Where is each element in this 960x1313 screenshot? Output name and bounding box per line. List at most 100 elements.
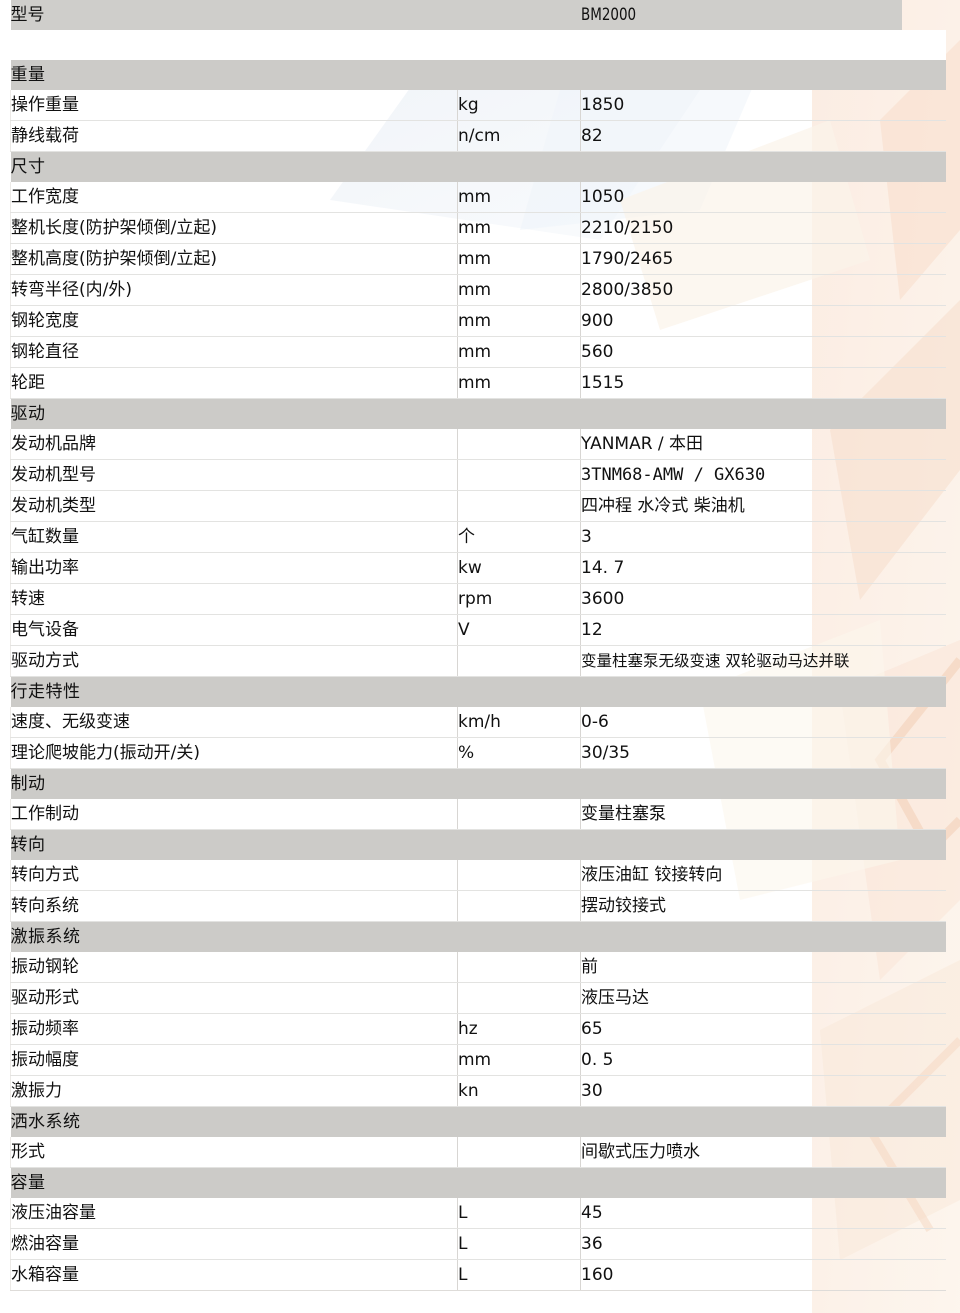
spec-name: 电气设备 (10, 614, 458, 646)
spec-row: 钢轮直径 mm 560 (10, 336, 946, 368)
spec-value: 1850 (580, 90, 946, 121)
spec-value: 3TNM68-AMW / GX630 (580, 459, 946, 491)
spec-name: 形式 (10, 1137, 458, 1168)
section-header-brake: 制动 (10, 768, 946, 799)
spec-value: 四冲程 水冷式 柴油机 (580, 490, 946, 522)
spec-value: 14. 7 (580, 552, 946, 584)
spec-unit: kn (457, 1075, 581, 1107)
spec-unit: kw (457, 552, 581, 584)
section-title-sprinkler: 洒水系统 (10, 1106, 458, 1137)
spec-value: 12 (580, 614, 946, 646)
spec-unit: mm (457, 367, 581, 399)
spec-value: 82 (580, 120, 946, 152)
section-title-steering: 转向 (10, 829, 458, 860)
spec-unit: km/h (457, 707, 581, 738)
section-value-cell-dimensions (580, 151, 946, 182)
section-header-capacity: 容量 (10, 1167, 946, 1198)
section-value-cell-vibration (580, 921, 946, 952)
spec-row: 振动频率 hz 65 (10, 1013, 946, 1045)
spec-name: 转向系统 (10, 890, 458, 922)
spec-unit (457, 982, 581, 1014)
spec-name: 速度、无级变速 (10, 707, 458, 738)
section-header-steering: 转向 (10, 829, 946, 860)
spec-unit: % (457, 737, 581, 769)
spec-unit: 个 (457, 521, 581, 553)
spec-unit: mm (457, 336, 581, 368)
section-header-dimensions: 尺寸 (10, 151, 946, 182)
section-unit-cell-sprinkler (457, 1106, 581, 1137)
spec-value: 0. 5 (580, 1044, 946, 1076)
section-value-cell-travel (580, 676, 946, 707)
spec-name: 发动机类型 (10, 490, 458, 522)
spec-row: 发动机类型 四冲程 水冷式 柴油机 (10, 490, 946, 522)
section-unit-cell-travel (457, 676, 581, 707)
section-title-weight: 重量 (10, 60, 458, 90)
spec-row: 形式 间歇式压力喷水 (10, 1137, 946, 1168)
section-value-cell-steering (580, 829, 946, 860)
spec-name: 整机高度(防护架倾倒/立起) (10, 243, 458, 275)
spec-value: 30 (580, 1075, 946, 1107)
spec-unit (457, 890, 581, 922)
spec-value: 液压马达 (580, 982, 946, 1014)
spec-row: 速度、无级变速 km/h 0-6 (10, 707, 946, 738)
spec-unit: L (457, 1198, 581, 1229)
spec-value: 30/35 (580, 737, 946, 769)
spec-row: 工作宽度 mm 1050 (10, 182, 946, 213)
spec-unit: kg (457, 90, 581, 121)
spec-value: 变量柱塞泵无级变速 双轮驱动马达并联 (580, 645, 946, 677)
spec-name: 激振力 (10, 1075, 458, 1107)
section-title-drive: 驱动 (10, 398, 458, 429)
spec-name: 驱动形式 (10, 982, 458, 1014)
section-header-travel: 行走特性 (10, 676, 946, 707)
spec-unit: L (457, 1228, 581, 1260)
spec-row: 转弯半径(内/外) mm 2800/3850 (10, 274, 946, 306)
spec-unit: mm (457, 182, 581, 213)
model-unit-cell (457, 0, 581, 30)
spec-value: 45 (580, 1198, 946, 1229)
spec-name: 静线载荷 (10, 120, 458, 152)
spec-value: 摆动铰接式 (580, 890, 946, 922)
model-label: 型号 (10, 0, 458, 30)
spec-row: 整机长度(防护架倾倒/立起) mm 2210/2150 (10, 212, 946, 244)
header-spacer (10, 30, 946, 60)
spec-unit (457, 952, 581, 983)
spec-name: 操作重量 (10, 90, 458, 121)
spec-name: 输出功率 (10, 552, 458, 584)
section-title-dimensions: 尺寸 (10, 151, 458, 182)
spec-unit (457, 860, 581, 891)
spec-row: 转速 rpm 3600 (10, 583, 946, 615)
spec-row: 轮距 mm 1515 (10, 367, 946, 399)
spec-row: 驱动形式 液压马达 (10, 982, 946, 1014)
spec-unit: mm (457, 1044, 581, 1076)
spec-row: 气缸数量个 3 (10, 521, 946, 553)
section-title-vibration: 激振系统 (10, 921, 458, 952)
section-header-weight: 重量 (10, 60, 946, 90)
section-title-brake: 制动 (10, 768, 458, 799)
spec-row: 发动机型号 3TNM68-AMW / GX630 (10, 459, 946, 491)
section-header-drive: 驱动 (10, 398, 946, 429)
spec-row: 发动机品牌 YANMAR / 本田 (10, 429, 946, 460)
spec-row: 燃油容量 L 36 (10, 1228, 946, 1260)
spec-name: 水箱容量 (10, 1259, 458, 1291)
spec-row: 水箱容量 L 160 (10, 1259, 946, 1291)
spec-value: 前 (580, 952, 946, 983)
section-header-vibration: 激振系统 (10, 921, 946, 952)
spec-value: 液压油缸 铰接转向 (580, 860, 946, 891)
spec-unit: rpm (457, 583, 581, 615)
specification-table-body: 型号 BM2000 重量 操作重量 kg 1850 静线载荷 n/cm 82 尺寸 工作宽度 mm 10… (10, 0, 946, 1291)
spec-name: 振动频率 (10, 1013, 458, 1045)
model-value: BM2000 (580, 0, 902, 30)
spec-name: 整机长度(防护架倾倒/立起) (10, 212, 458, 244)
spec-row: 理论爬坡能力(振动开/关)% 30/35 (10, 737, 946, 769)
spec-value: 3600 (580, 583, 946, 615)
section-unit-cell-steering (457, 829, 581, 860)
section-title-capacity: 容量 (10, 1167, 458, 1198)
section-unit-cell-capacity (457, 1167, 581, 1198)
spec-name: 发动机型号 (10, 459, 458, 491)
spec-name: 燃油容量 (10, 1228, 458, 1260)
spec-unit: mm (457, 212, 581, 244)
spec-unit: hz (457, 1013, 581, 1045)
spec-row: 输出功率 kw 14. 7 (10, 552, 946, 584)
spec-name: 振动幅度 (10, 1044, 458, 1076)
spec-name: 钢轮宽度 (10, 305, 458, 337)
